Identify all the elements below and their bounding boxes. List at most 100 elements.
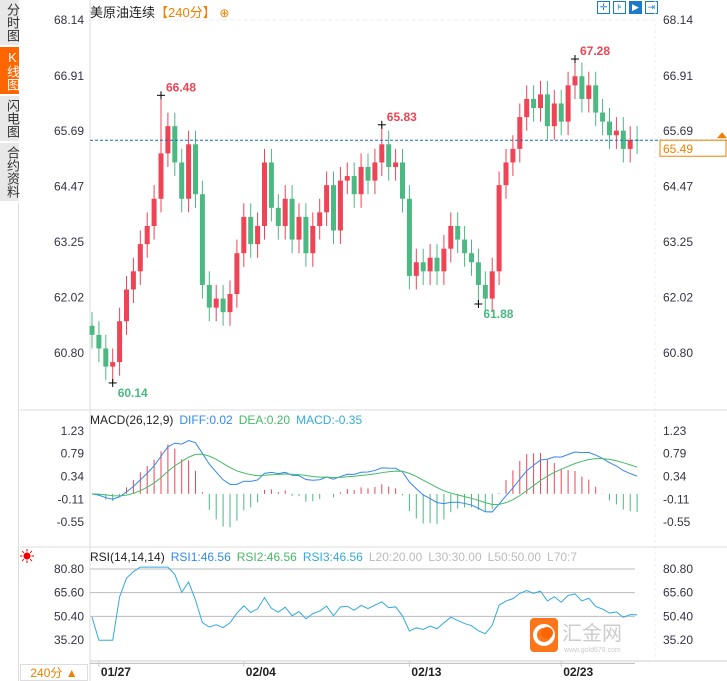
rsi-tick-right: 35.20 bbox=[663, 633, 693, 647]
macd-tick-left: -0.11 bbox=[58, 493, 85, 507]
candle-body bbox=[538, 94, 543, 109]
circle-plus-icon[interactable]: ⊕ bbox=[219, 6, 230, 20]
candle-body bbox=[124, 289, 129, 322]
rsi-tick-left: 80.80 bbox=[54, 562, 84, 576]
candle-body bbox=[365, 166, 371, 181]
macd-value: MACD:-0.35 bbox=[296, 413, 362, 427]
macd-tick-left: 0.79 bbox=[61, 446, 85, 460]
sidebar-tab-1[interactable]: K线图 bbox=[0, 47, 20, 96]
candle-body bbox=[579, 76, 585, 99]
candle-body bbox=[324, 185, 330, 213]
candle-body bbox=[110, 362, 116, 367]
candle-body bbox=[186, 144, 192, 199]
rsi-tick-left: 35.20 bbox=[54, 633, 84, 647]
candle-body bbox=[434, 257, 440, 272]
chart-title: 美原油连续【240分】 ⊕ bbox=[90, 2, 229, 21]
rsi-tick-right: 80.80 bbox=[663, 562, 693, 576]
candle-body bbox=[137, 244, 143, 272]
price-tick-left: 66.91 bbox=[54, 69, 84, 83]
price-tick-right: 64.47 bbox=[663, 180, 693, 194]
candle-body bbox=[565, 85, 571, 122]
candle-body bbox=[158, 153, 164, 199]
candle-body bbox=[482, 284, 488, 299]
rsi-l70: L70:7 bbox=[547, 550, 577, 564]
date-label: 02/23 bbox=[563, 665, 593, 679]
price-tick-left: 68.14 bbox=[54, 13, 84, 27]
price-tick-right: 65.69 bbox=[663, 124, 693, 138]
candle-body bbox=[337, 180, 343, 231]
sidebar-tab-3[interactable]: 合约资料 bbox=[0, 143, 20, 203]
period-selector[interactable]: 240分 ▲ bbox=[20, 664, 88, 681]
rsi-rsi3: RSI3:46.56 bbox=[303, 550, 363, 564]
candle-body bbox=[358, 166, 364, 195]
candle-body bbox=[372, 162, 378, 181]
candle-body bbox=[199, 194, 205, 285]
watermark-logo: 汇金网 www.gold678.com bbox=[530, 618, 650, 658]
extreme-label: 61.88 bbox=[483, 307, 513, 321]
arrow-up-icon bbox=[717, 132, 727, 139]
candle-body bbox=[400, 162, 405, 199]
candle-body bbox=[296, 216, 302, 240]
candle-body bbox=[317, 212, 323, 226]
macd-tick-right: -0.55 bbox=[663, 515, 691, 529]
rsi-label: RSI(14,14,14) bbox=[90, 550, 165, 564]
svg-text:汇金网: 汇金网 bbox=[562, 621, 622, 645]
candle-body bbox=[227, 294, 233, 313]
macd-diff: DIFF:0.02 bbox=[179, 413, 233, 427]
jump-end-icon[interactable]: ⇥ bbox=[645, 1, 658, 14]
candle-body bbox=[268, 162, 274, 208]
macd-tick-right: 0.34 bbox=[663, 470, 687, 484]
rsi-l50: L50:50.00 bbox=[488, 550, 542, 564]
macd-tick-left: 0.34 bbox=[61, 470, 85, 484]
price-tick-left: 63.25 bbox=[54, 235, 84, 249]
candle-body bbox=[462, 239, 468, 254]
extreme-label: 60.14 bbox=[118, 386, 148, 400]
candle-body bbox=[103, 348, 109, 367]
candle-body bbox=[331, 185, 336, 231]
sidebar-tab-2[interactable]: 闪电图 bbox=[0, 96, 20, 143]
price-tick-right: 68.14 bbox=[663, 13, 693, 27]
date-label: 01/27 bbox=[101, 665, 131, 679]
rsi-rsi1: RSI1:46.56 bbox=[171, 550, 231, 564]
candle-body bbox=[496, 185, 502, 272]
extreme-label: 66.48 bbox=[166, 80, 196, 94]
price-tick-left: 60.80 bbox=[54, 346, 84, 360]
rsi-tick-left: 50.40 bbox=[54, 609, 84, 623]
price-tick-right: 66.91 bbox=[663, 69, 693, 83]
dea-line bbox=[91, 453, 638, 505]
candle-body bbox=[455, 225, 461, 240]
rsi-l30: L30:30.00 bbox=[428, 550, 482, 564]
macd-tick-right: 0.79 bbox=[663, 446, 687, 460]
candle-body bbox=[241, 216, 247, 254]
candle-body bbox=[351, 176, 357, 195]
candle-body bbox=[510, 148, 516, 163]
range-icon[interactable]: ⊧ bbox=[613, 1, 626, 14]
candle-body bbox=[344, 176, 350, 181]
candle-body bbox=[613, 130, 619, 136]
date-label: 02/04 bbox=[246, 665, 276, 679]
rsi-l20: L20:20.00 bbox=[369, 550, 423, 564]
candle-body bbox=[627, 139, 633, 149]
diff-line bbox=[91, 439, 638, 513]
price-tick-right: 63.25 bbox=[663, 235, 693, 249]
current-price-label: 65.49 bbox=[663, 142, 693, 156]
candle-body bbox=[413, 262, 419, 276]
play-icon[interactable]: ▶ bbox=[629, 1, 642, 14]
candle-body bbox=[593, 85, 599, 113]
candle-body bbox=[475, 262, 481, 285]
extreme-label: 67.28 bbox=[580, 44, 610, 58]
candle-body bbox=[289, 198, 295, 240]
candle-body bbox=[282, 198, 288, 226]
date-label: 02/13 bbox=[411, 665, 441, 679]
crosshair-icon[interactable]: ✛ bbox=[597, 1, 610, 14]
candle-body bbox=[179, 162, 185, 199]
price-tick-right: 62.02 bbox=[663, 291, 693, 305]
candle-body bbox=[144, 225, 150, 245]
candle-body bbox=[117, 321, 123, 363]
period-label[interactable]: 【240分】 bbox=[155, 5, 216, 20]
macd-tick-left: 1.23 bbox=[61, 424, 85, 438]
candle-body bbox=[130, 271, 136, 290]
candle-body bbox=[255, 225, 261, 245]
sidebar-tab-0[interactable]: 分时图 bbox=[0, 0, 20, 47]
